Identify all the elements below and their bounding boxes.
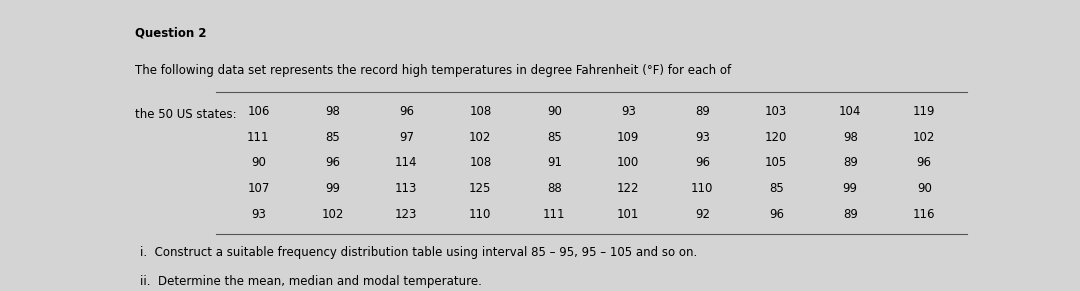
Text: 102: 102 [469, 131, 491, 144]
Text: 116: 116 [913, 208, 935, 221]
Text: 110: 110 [469, 208, 491, 221]
Text: 110: 110 [691, 182, 714, 195]
Text: 99: 99 [325, 182, 340, 195]
Text: 90: 90 [251, 157, 266, 169]
Text: ii.  Determine the mean, median and modal temperature.: ii. Determine the mean, median and modal… [140, 275, 483, 288]
Text: i.  Construct a suitable frequency distribution table using interval 85 – 95, 95: i. Construct a suitable frequency distri… [140, 246, 698, 259]
Text: 122: 122 [617, 182, 639, 195]
Text: 96: 96 [917, 157, 932, 169]
Text: 101: 101 [617, 208, 639, 221]
Text: 107: 107 [247, 182, 270, 195]
Text: 100: 100 [617, 157, 639, 169]
Text: 102: 102 [913, 131, 935, 144]
Text: 108: 108 [469, 157, 491, 169]
Text: 97: 97 [399, 131, 414, 144]
Text: 85: 85 [325, 131, 340, 144]
Text: 106: 106 [247, 105, 270, 118]
Text: 93: 93 [251, 208, 266, 221]
Text: 96: 96 [769, 208, 784, 221]
Text: 98: 98 [325, 105, 340, 118]
Text: 91: 91 [546, 157, 562, 169]
Text: 92: 92 [694, 208, 710, 221]
Text: 96: 96 [325, 157, 340, 169]
Text: The following data set represents the record high temperatures in degree Fahrenh: The following data set represents the re… [135, 64, 731, 77]
Text: 90: 90 [546, 105, 562, 118]
Text: 89: 89 [842, 208, 858, 221]
Text: 104: 104 [839, 105, 862, 118]
Text: 108: 108 [469, 105, 491, 118]
Text: 98: 98 [842, 131, 858, 144]
Text: Question 2: Question 2 [135, 26, 206, 39]
Text: 125: 125 [469, 182, 491, 195]
Text: 120: 120 [765, 131, 787, 144]
Text: 85: 85 [546, 131, 562, 144]
Text: 96: 96 [399, 105, 414, 118]
Text: 93: 93 [621, 105, 636, 118]
Text: 103: 103 [765, 105, 787, 118]
Text: 123: 123 [395, 208, 418, 221]
Text: 96: 96 [694, 157, 710, 169]
Text: 89: 89 [842, 157, 858, 169]
Text: 93: 93 [694, 131, 710, 144]
Text: 119: 119 [913, 105, 935, 118]
Text: 89: 89 [694, 105, 710, 118]
Text: 102: 102 [321, 208, 343, 221]
Text: 113: 113 [395, 182, 418, 195]
Text: 88: 88 [546, 182, 562, 195]
Text: 114: 114 [395, 157, 418, 169]
Text: 111: 111 [543, 208, 566, 221]
Text: 109: 109 [617, 131, 639, 144]
Text: 99: 99 [842, 182, 858, 195]
Text: 85: 85 [769, 182, 784, 195]
Text: the 50 US states:: the 50 US states: [135, 108, 237, 121]
Text: 90: 90 [917, 182, 932, 195]
Text: 105: 105 [765, 157, 787, 169]
Text: 111: 111 [247, 131, 270, 144]
